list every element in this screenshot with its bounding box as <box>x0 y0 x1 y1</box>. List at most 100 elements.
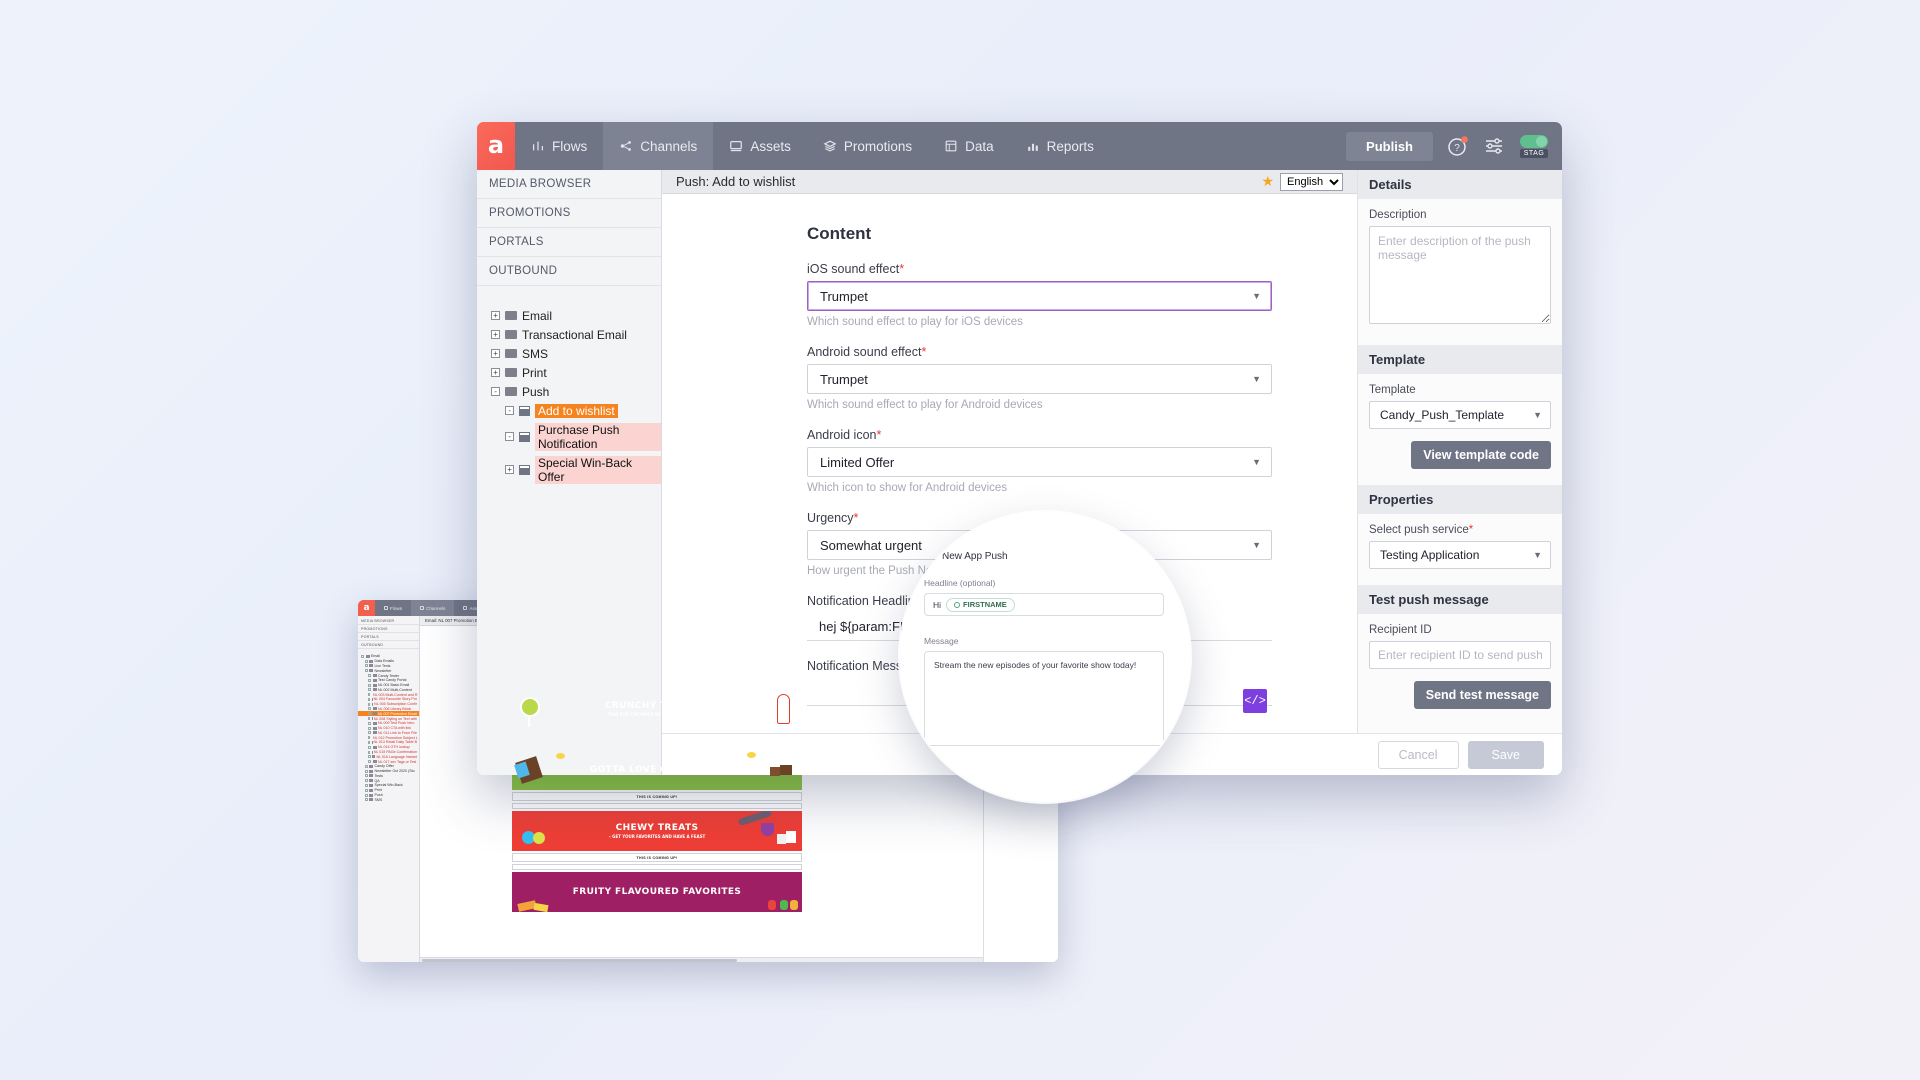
back-sidebar-tree-item[interactable]: Newsletter Oct 2020 (Sto <box>358 769 419 774</box>
back-nav-flows[interactable]: Flows <box>375 600 411 616</box>
send-test-message-button[interactable]: Send test message <box>1413 681 1551 709</box>
back-window-logo[interactable]: a <box>358 600 375 616</box>
back-sidebar-tree-item[interactable]: NL 007 Promotion Email <box>358 711 419 717</box>
save-button[interactable]: Save <box>1467 740 1544 769</box>
nav-tab-reports[interactable]: Reports <box>1010 122 1110 170</box>
expand-icon[interactable] <box>364 793 368 797</box>
back-sidebar-tree-item[interactable]: Data Emails <box>358 659 419 664</box>
code-icon[interactable]: </> <box>1243 689 1267 713</box>
left-sidebar[interactable]: MEDIA BROWSER PROMOTIONS PORTALS OUTBOUN… <box>477 170 662 775</box>
back-sidebar-tree-item[interactable]: NL 017 sev Tags or Test <box>358 759 419 764</box>
push-service-select[interactable]: Testing Application ▼ <box>1369 541 1551 569</box>
back-nav-channels[interactable]: Channels <box>411 600 455 616</box>
expand-icon[interactable] <box>368 702 371 706</box>
sidebar-section-media-browser[interactable]: MEDIA BROWSER <box>477 170 661 199</box>
expand-icon[interactable]: + <box>491 349 500 358</box>
back-sidebar-tree-item[interactable]: NL 001 Basic Email <box>358 683 419 688</box>
star-icon[interactable]: ★ <box>1261 173 1274 189</box>
sidebar-tree-item[interactable]: + Email <box>491 306 661 325</box>
nav-tab-data[interactable]: Data <box>928 122 1010 170</box>
lens-message-textarea[interactable]: Stream the new episodes of your favorite… <box>924 651 1164 746</box>
back-sidebar-tree-item[interactable]: SMS <box>358 797 419 802</box>
expand-icon[interactable] <box>368 760 371 764</box>
back-sidebar-section-portals[interactable]: PORTALS <box>358 633 419 641</box>
expand-icon[interactable] <box>364 764 368 768</box>
form-field-select[interactable]: Trumpet ▼ <box>807 364 1272 394</box>
sidebar-section-portals[interactable]: PORTALS <box>477 228 661 257</box>
back-sidebar-tree-item[interactable]: NL 014 OTH lookup <box>358 745 419 750</box>
back-sidebar-section-outbound[interactable]: OUTBOUND <box>358 641 419 649</box>
expand-icon[interactable] <box>364 788 368 792</box>
collapse-icon[interactable]: - <box>505 406 514 415</box>
email-banner-fruity-flavoured-favorites[interactable]: FRUITY FLAVOURED FAVORITES <box>512 872 802 913</box>
expand-icon[interactable]: + <box>491 311 500 320</box>
expand-icon[interactable] <box>368 721 371 725</box>
expand-icon[interactable] <box>364 769 368 773</box>
expand-icon[interactable] <box>368 740 371 744</box>
back-sidebar-tree-item[interactable]: NL 002 Multi-Content <box>358 687 419 692</box>
email-banner-chewy-treats[interactable]: CHEWY TREATS – GET YOUR FAVORITES AND HA… <box>512 811 802 852</box>
expand-icon[interactable] <box>368 674 371 678</box>
sidebar-section-outbound[interactable]: OUTBOUND <box>477 257 661 286</box>
back-sidebar-tree-item[interactable]: NL 016 Language Variant <box>358 754 419 759</box>
form-field-select[interactable]: Trumpet ▼ <box>807 281 1272 311</box>
nav-tab-channels[interactable]: Channels <box>603 122 714 170</box>
view-template-code-button[interactable]: View template code <box>1411 441 1551 469</box>
expand-icon[interactable] <box>368 678 371 682</box>
language-select[interactable]: English <box>1280 172 1343 191</box>
sidebar-tree-item[interactable]: - Add to wishlist <box>491 401 661 420</box>
expand-icon[interactable] <box>364 783 368 787</box>
back-sidebar-tree-item[interactable]: Print <box>358 788 419 793</box>
expand-icon[interactable] <box>368 717 371 721</box>
expand-icon[interactable] <box>364 659 368 663</box>
right-properties-panel[interactable]: Details Description Template Template Ca… <box>1357 170 1562 775</box>
back-sidebar-tree-item[interactable]: NL 015 PAGe Confirmation <box>358 750 419 755</box>
back-sidebar-tree-item[interactable]: Tests <box>358 774 419 779</box>
expand-icon[interactable] <box>361 654 364 658</box>
nav-tab-assets[interactable]: Assets <box>713 122 807 170</box>
sidebar-tree-item[interactable]: + Print <box>491 363 661 382</box>
help-question-icon[interactable]: ? <box>1447 135 1469 157</box>
back-sidebar-tree-item[interactable]: Push <box>358 793 419 798</box>
back-sidebar-tree-item[interactable]: NL 003 Multi-Content and R <box>358 692 419 697</box>
expand-icon[interactable] <box>368 693 370 697</box>
expand-icon[interactable] <box>368 712 371 716</box>
nav-tab-promotions[interactable]: Promotions <box>807 122 928 170</box>
expand-icon[interactable]: + <box>505 465 514 474</box>
expand-icon[interactable] <box>368 683 371 687</box>
sidebar-tree[interactable]: + Email + Transactional Email + SMS + Print - Pus… <box>477 286 661 486</box>
back-sidebar-tree-item[interactable]: NL 009 Test Push Intro <box>358 721 419 726</box>
back-sidebar-tree-item[interactable]: NL 010 CTA with link <box>358 726 419 731</box>
expand-icon[interactable] <box>364 798 368 802</box>
expand-icon[interactable] <box>368 750 371 754</box>
back-sidebar-tree[interactable]: Email Data Emails Live Texts Newsletter Cand… <box>358 654 419 802</box>
back-nav-assets[interactable]: Assets <box>454 600 492 616</box>
form-field-select[interactable]: Limited Offer ▼ <box>807 447 1272 477</box>
back-sidebar-tree-item[interactable]: Live Texts <box>358 664 419 669</box>
collapse-icon[interactable]: - <box>505 432 514 441</box>
sidebar-tree-item[interactable]: - Push <box>491 382 661 401</box>
back-sidebar-tree-item[interactable]: NL 011 Link to From File <box>358 731 419 736</box>
back-sidebar-tree-item[interactable]: Email <box>358 654 419 659</box>
recipient-id-input[interactable] <box>1369 641 1551 669</box>
back-sidebar-tree-item[interactable]: NL 005 Subscription Confir <box>358 702 419 707</box>
environment-toggle[interactable]: STAG <box>1519 134 1549 158</box>
back-sidebar-tree-item[interactable]: Test Candy Portal <box>358 678 419 683</box>
lens-headline-field[interactable]: Hi FIRSTNAME <box>924 593 1164 616</box>
email-empty-row[interactable] <box>512 803 802 810</box>
personalization-chip[interactable]: FIRSTNAME <box>946 597 1015 612</box>
expand-icon[interactable] <box>364 669 368 673</box>
expand-icon[interactable] <box>368 707 371 711</box>
template-select[interactable]: Candy_Push_Template ▼ <box>1369 401 1551 429</box>
sidebar-section-promotions[interactable]: PROMOTIONS <box>477 199 661 228</box>
back-window-sidebar[interactable]: MEDIA BROWSER PROMOTIONS PORTALS OUTBOUN… <box>358 616 420 962</box>
sidebar-tree-item[interactable]: + Special Win-Back Offer <box>491 453 661 486</box>
expand-icon[interactable] <box>364 664 368 668</box>
expand-icon[interactable] <box>368 688 371 692</box>
back-sidebar-tree-item[interactable]: QA <box>358 778 419 783</box>
expand-icon[interactable] <box>368 731 371 735</box>
back-sidebar-section-promotions[interactable]: PROMOTIONS <box>358 625 419 633</box>
expand-icon[interactable] <box>364 774 368 778</box>
email-empty-row[interactable] <box>512 864 802 871</box>
expand-icon[interactable]: + <box>491 330 500 339</box>
